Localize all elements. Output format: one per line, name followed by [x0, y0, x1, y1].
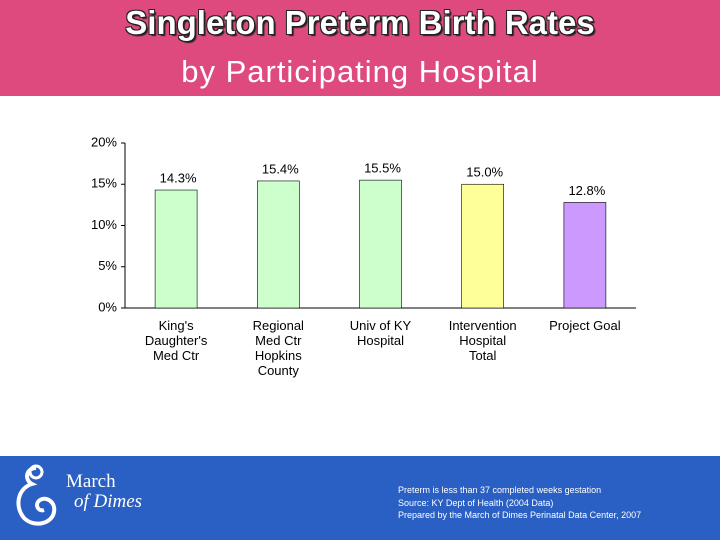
y-tick-label: 20% — [91, 134, 117, 149]
x-tick-label: Project Goal — [549, 318, 621, 333]
footnotes: Preterm is less than 37 completed weeks … — [398, 484, 641, 522]
y-tick-label: 15% — [91, 176, 117, 191]
bar — [359, 179, 402, 309]
logo-line: March — [66, 471, 116, 492]
x-tick-label: Regional Med Ctr Hopkins County — [252, 318, 304, 378]
bar — [154, 189, 198, 309]
slide-title: Singleton Preterm Birth Rates — [125, 4, 595, 41]
y-tick-label: 10% — [91, 217, 117, 232]
y-tick-label: 5% — [98, 258, 117, 273]
bar — [563, 202, 607, 309]
footnote: Source: KY Dept of Health (2004 Data) — [398, 497, 554, 508]
value-label: 15.0% — [466, 165, 503, 180]
logo-mark — [16, 464, 57, 526]
value-label: 12.8% — [568, 183, 605, 198]
bar — [256, 180, 300, 309]
slide-subtitle: by Participating Hospital — [181, 54, 539, 89]
logo-line: of Dimes — [74, 491, 143, 512]
footnote: Prepared by the March of Dimes Perinatal… — [398, 510, 642, 520]
bar — [461, 183, 505, 309]
logo-text: March of Dimes — [66, 472, 142, 512]
header-band: Singleton Preterm Birth Rates by Partici… — [0, 0, 720, 96]
x-tick-label: Intervention Hospital Total — [448, 318, 517, 363]
value-label: 15.4% — [262, 161, 299, 176]
footnote: Preterm is less than 37 completed weeks … — [398, 485, 602, 495]
value-label: 15.5% — [364, 161, 401, 176]
y-tick-label: 0% — [98, 299, 117, 314]
footer-band: March of Dimes Preterm is less than 37 c… — [0, 456, 720, 540]
x-tick-label: King's Daughter's Med Ctr — [144, 318, 208, 363]
x-tick-label: Univ of KY Hospital — [349, 318, 412, 348]
value-label: 14.3% — [160, 170, 197, 185]
